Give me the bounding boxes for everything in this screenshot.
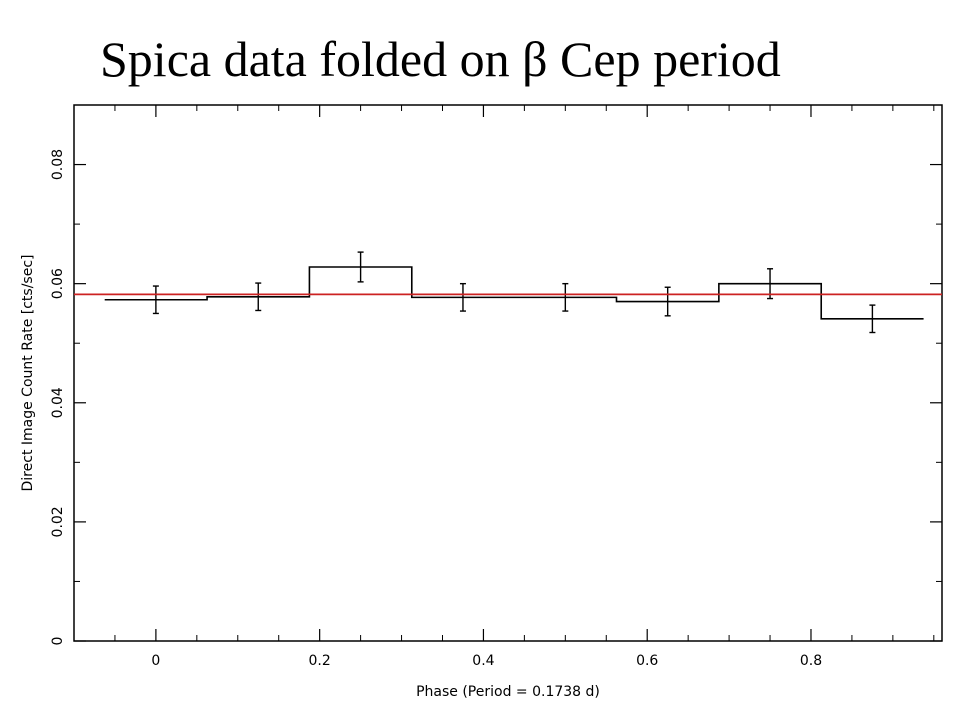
step-histogram: [104, 266, 924, 320]
y-tick-label: 0.06: [50, 268, 66, 299]
y-tick-label: 0: [50, 637, 66, 646]
x-tick-label: 0.2: [309, 653, 331, 669]
y-tick-label: 0.02: [50, 506, 66, 537]
x-axis-ticks: 0 0.2 0.4 0.6 0.8: [114, 105, 935, 669]
step-line: [104, 266, 924, 320]
x-tick-label: 0.8: [800, 653, 822, 669]
y-tick-label: 0.08: [50, 149, 66, 180]
y-axis-label: Direct Image Count Rate [cts/sec]: [20, 255, 36, 492]
x-tick-label: 0: [151, 653, 160, 669]
x-axis-label: Phase (Period = 0.1738 d): [416, 684, 600, 700]
x-tick-label: 0.6: [636, 653, 658, 669]
plot-frame: [73, 104, 943, 642]
slide-title: Spica data folded on β Cep period: [100, 31, 781, 87]
y-axis-ticks: 0 0.02 0.04 0.06 0.08: [50, 149, 942, 645]
x-tick-label: 0.4: [472, 653, 494, 669]
error-bars: [152, 251, 876, 334]
y-tick-label: 0.04: [50, 387, 66, 418]
